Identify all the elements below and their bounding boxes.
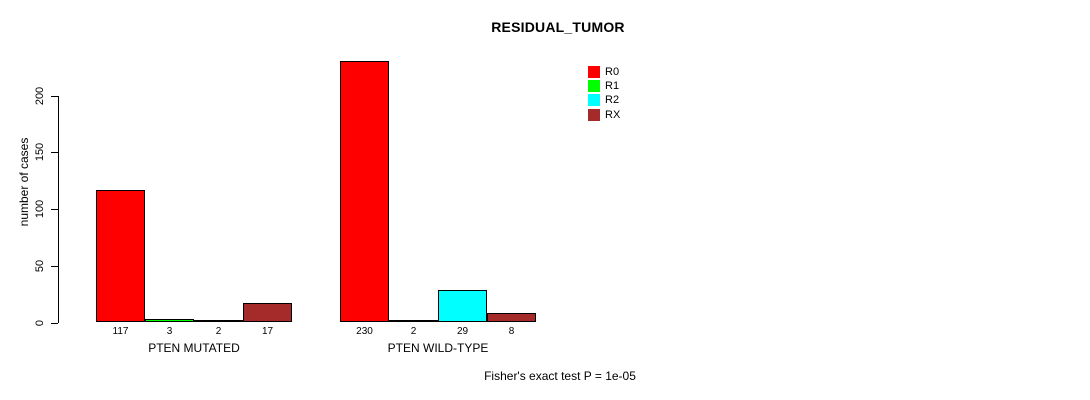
y-axis-tick-label: 0 [34,319,46,326]
y-axis-tick-label: 150 [34,143,46,162]
bar-pten-mutated-rx [243,303,292,323]
y-axis-tick-label: 50 [34,259,46,272]
legend-item-r0: R0 [588,66,619,78]
bar-pten-wild-type-r0 [340,61,389,323]
y-axis-label: number of cases [17,137,31,227]
legend-swatch-r0 [588,66,600,78]
bar-pten-mutated-r2 [194,320,243,323]
x-category-label: PTEN MUTATED [148,341,240,355]
legend-swatch-rx [588,108,600,121]
y-axis-tick [51,322,58,324]
x-category-label: PTEN WILD-TYPE [387,341,489,355]
legend-item-r1: R1 [588,80,620,93]
legend-swatch-r2 [588,94,600,107]
legend-item-r2: R2 [588,94,620,107]
bar-pten-wild-type-r1 [389,320,438,323]
y-axis-tick [51,152,58,154]
y-axis-tick [51,209,58,210]
y-axis-tick [51,265,58,267]
bar-value-label: 230 [356,326,373,337]
y-axis-tick-label: 200 [34,86,46,105]
bar-pten-wild-type-rx [487,313,536,323]
legend-swatch-r1 [588,80,600,93]
bar-value-label: 17 [261,326,274,337]
bar-pten-mutated-r0 [96,189,145,323]
bar-value-label: 29 [456,326,469,337]
bar-pten-wild-type-r2 [438,289,487,323]
y-axis-tick [51,95,58,97]
bar-pten-mutated-r1 [145,319,194,323]
bar-value-label: 2 [215,326,222,337]
bar-value-label: 2 [410,326,417,337]
bar-value-label: 117 [112,326,129,337]
legend-item-rx: RX [588,108,621,121]
bar-value-label: 8 [508,326,515,337]
chart-title: RESIDUAL_TUMOR [491,19,625,35]
legend-label: R2 [605,94,620,107]
legend-label: R0 [605,66,620,78]
fisher-test-annotation: Fisher's exact test P = 1e-05 [484,369,636,383]
legend-label: RX [605,108,621,121]
legend-label: R1 [605,80,620,93]
y-axis-line [58,95,59,323]
bar-value-label: 3 [166,326,173,337]
y-axis-tick-label: 100 [34,199,46,219]
